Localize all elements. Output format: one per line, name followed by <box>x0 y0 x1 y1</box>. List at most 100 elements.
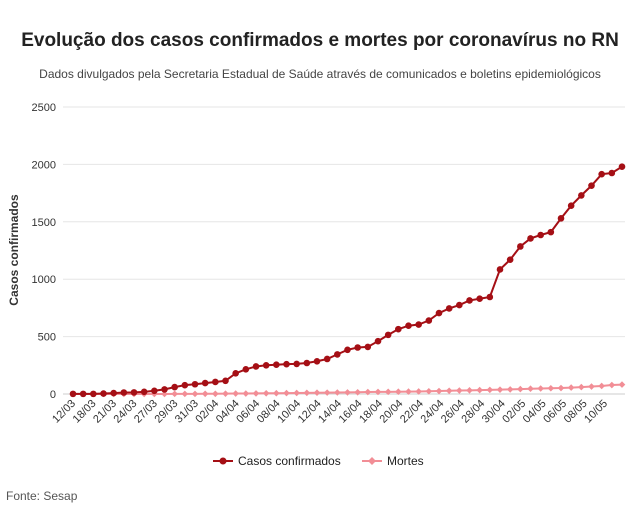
data-point-mortes[interactable] <box>598 382 605 390</box>
data-point-casos[interactable] <box>69 390 77 398</box>
data-point-mortes[interactable] <box>344 389 351 396</box>
data-point-mortes[interactable] <box>313 389 321 397</box>
data-point-mortes[interactable] <box>201 390 209 398</box>
data-point-casos[interactable] <box>537 231 544 239</box>
data-point-casos[interactable] <box>90 390 97 398</box>
data-point-mortes[interactable] <box>283 389 290 397</box>
data-point-casos[interactable] <box>181 381 189 389</box>
data-point-mortes[interactable] <box>354 388 361 396</box>
data-point-mortes[interactable] <box>212 390 219 398</box>
data-point-casos[interactable] <box>191 380 199 388</box>
data-point-casos[interactable] <box>293 360 300 368</box>
data-point-casos[interactable] <box>161 386 168 393</box>
data-point-casos[interactable] <box>212 378 219 386</box>
data-point-mortes[interactable] <box>334 389 341 396</box>
data-point-mortes[interactable] <box>273 389 280 397</box>
data-point-mortes[interactable] <box>252 390 260 397</box>
data-point-mortes[interactable] <box>374 388 382 396</box>
data-point-casos[interactable] <box>415 321 422 328</box>
data-point-mortes[interactable] <box>181 390 189 398</box>
data-point-mortes[interactable] <box>588 383 595 390</box>
data-point-casos[interactable] <box>242 366 250 373</box>
data-point-casos[interactable] <box>547 228 555 236</box>
data-point-mortes[interactable] <box>486 386 494 394</box>
data-point-mortes[interactable] <box>517 385 524 393</box>
data-point-mortes[interactable] <box>557 384 565 392</box>
data-point-casos[interactable] <box>557 215 565 222</box>
data-point-mortes[interactable] <box>496 386 504 393</box>
data-point-casos[interactable] <box>506 256 514 263</box>
data-point-casos[interactable] <box>283 360 290 368</box>
data-point-casos[interactable] <box>171 383 178 391</box>
data-point-mortes[interactable] <box>445 387 453 395</box>
legend-item-mortes[interactable]: Mortes <box>362 454 424 468</box>
data-point-mortes[interactable] <box>618 381 626 388</box>
data-point-casos[interactable] <box>273 361 280 369</box>
data-point-mortes[interactable] <box>476 386 483 394</box>
data-point-mortes[interactable] <box>161 390 168 398</box>
data-point-mortes[interactable] <box>262 390 270 397</box>
data-point-casos[interactable] <box>445 305 453 312</box>
data-point-casos[interactable] <box>384 331 392 339</box>
data-point-mortes[interactable] <box>242 390 250 397</box>
data-point-casos[interactable] <box>323 355 331 363</box>
data-point-mortes[interactable] <box>435 387 443 395</box>
data-point-casos[interactable] <box>608 169 616 177</box>
data-point-casos[interactable] <box>313 357 321 365</box>
data-point-casos[interactable] <box>527 235 534 242</box>
data-point-casos[interactable] <box>486 293 494 301</box>
data-point-mortes[interactable] <box>527 385 534 393</box>
data-point-casos[interactable] <box>405 322 412 329</box>
data-point-casos[interactable] <box>476 295 483 303</box>
data-point-casos[interactable] <box>130 389 138 396</box>
data-point-mortes[interactable] <box>395 388 402 396</box>
data-point-casos[interactable] <box>496 266 504 273</box>
data-point-mortes[interactable] <box>415 388 422 395</box>
data-point-mortes[interactable] <box>303 389 311 397</box>
data-point-mortes[interactable] <box>222 390 229 397</box>
data-point-mortes[interactable] <box>608 381 616 389</box>
data-point-mortes[interactable] <box>578 383 585 391</box>
data-point-casos[interactable] <box>374 337 382 345</box>
data-point-casos[interactable] <box>120 389 128 396</box>
data-point-mortes[interactable] <box>456 387 463 394</box>
data-point-mortes[interactable] <box>506 386 514 393</box>
data-point-casos[interactable] <box>395 325 402 333</box>
data-point-mortes[interactable] <box>364 388 372 396</box>
data-point-casos[interactable] <box>262 362 270 369</box>
data-point-casos[interactable] <box>578 192 585 199</box>
data-point-mortes[interactable] <box>323 389 331 396</box>
data-point-casos[interactable] <box>110 389 117 397</box>
data-point-casos[interactable] <box>140 388 148 396</box>
data-point-casos[interactable] <box>201 379 209 387</box>
data-point-casos[interactable] <box>425 317 433 324</box>
data-point-casos[interactable] <box>456 301 463 309</box>
data-point-casos[interactable] <box>435 309 443 317</box>
data-point-mortes[interactable] <box>171 390 178 398</box>
data-point-casos[interactable] <box>344 346 351 354</box>
data-point-mortes[interactable] <box>384 388 392 396</box>
data-point-mortes[interactable] <box>191 390 199 398</box>
data-point-mortes[interactable] <box>567 384 575 391</box>
data-point-mortes[interactable] <box>466 387 473 394</box>
data-point-casos[interactable] <box>79 390 87 398</box>
data-point-casos[interactable] <box>364 343 372 351</box>
data-point-casos[interactable] <box>466 297 473 304</box>
data-point-casos[interactable] <box>334 351 341 358</box>
data-point-mortes[interactable] <box>405 388 412 395</box>
data-point-casos[interactable] <box>303 359 311 367</box>
data-point-mortes[interactable] <box>293 389 300 397</box>
legend-item-casos[interactable]: Casos confirmados <box>213 454 341 468</box>
data-point-casos[interactable] <box>588 182 595 189</box>
data-point-casos[interactable] <box>151 387 158 395</box>
data-point-casos[interactable] <box>100 390 107 397</box>
data-point-casos[interactable] <box>354 344 361 351</box>
data-point-casos[interactable] <box>517 243 524 250</box>
data-point-casos[interactable] <box>252 363 260 370</box>
data-point-casos[interactable] <box>567 202 575 210</box>
data-point-mortes[interactable] <box>547 384 555 392</box>
data-point-casos[interactable] <box>598 170 605 178</box>
data-point-casos[interactable] <box>618 163 626 170</box>
data-point-casos[interactable] <box>232 370 239 377</box>
data-point-mortes[interactable] <box>425 387 433 395</box>
